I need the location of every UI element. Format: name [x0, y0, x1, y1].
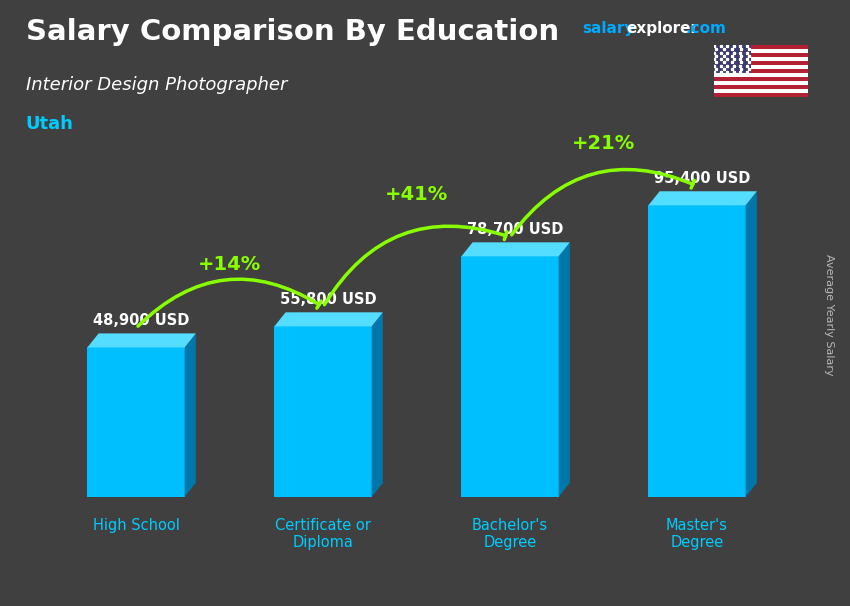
Bar — [714, 45, 751, 73]
Polygon shape — [275, 312, 382, 327]
Text: explorer: explorer — [626, 21, 699, 36]
Bar — [714, 50, 808, 53]
Polygon shape — [745, 191, 756, 497]
Text: +21%: +21% — [572, 133, 635, 153]
Polygon shape — [88, 333, 196, 347]
Text: Salary Comparison By Education: Salary Comparison By Education — [26, 18, 558, 46]
Text: 55,800 USD: 55,800 USD — [280, 292, 377, 307]
Bar — [714, 81, 808, 85]
Text: 78,700 USD: 78,700 USD — [468, 222, 564, 237]
Bar — [714, 69, 808, 73]
Bar — [714, 85, 808, 89]
Text: Utah: Utah — [26, 115, 73, 133]
Polygon shape — [371, 312, 382, 497]
FancyBboxPatch shape — [649, 205, 745, 497]
Bar — [714, 53, 808, 58]
Text: .com: .com — [685, 21, 726, 36]
Text: Average Yearly Salary: Average Yearly Salary — [824, 255, 834, 376]
Text: 95,400 USD: 95,400 USD — [654, 171, 751, 186]
Text: Bachelor's
Degree: Bachelor's Degree — [472, 518, 548, 550]
Bar — [714, 45, 808, 50]
Text: +14%: +14% — [198, 255, 261, 274]
Text: High School: High School — [93, 518, 179, 533]
Text: +41%: +41% — [385, 185, 448, 204]
FancyBboxPatch shape — [88, 347, 184, 497]
Text: 48,900 USD: 48,900 USD — [94, 313, 190, 328]
Bar — [714, 58, 808, 61]
Text: Interior Design Photographer: Interior Design Photographer — [26, 76, 286, 94]
Polygon shape — [649, 191, 756, 205]
Text: salary: salary — [582, 21, 635, 36]
Bar — [714, 73, 808, 77]
Bar — [714, 65, 808, 69]
Text: Certificate or
Diploma: Certificate or Diploma — [275, 518, 371, 550]
Polygon shape — [462, 242, 570, 256]
Bar — [714, 93, 808, 97]
Bar — [714, 89, 808, 93]
Polygon shape — [558, 242, 570, 497]
Bar — [714, 61, 808, 65]
FancyBboxPatch shape — [462, 256, 558, 497]
Polygon shape — [184, 333, 196, 497]
FancyBboxPatch shape — [275, 327, 371, 497]
Bar — [714, 77, 808, 81]
Text: Master's
Degree: Master's Degree — [666, 518, 728, 550]
